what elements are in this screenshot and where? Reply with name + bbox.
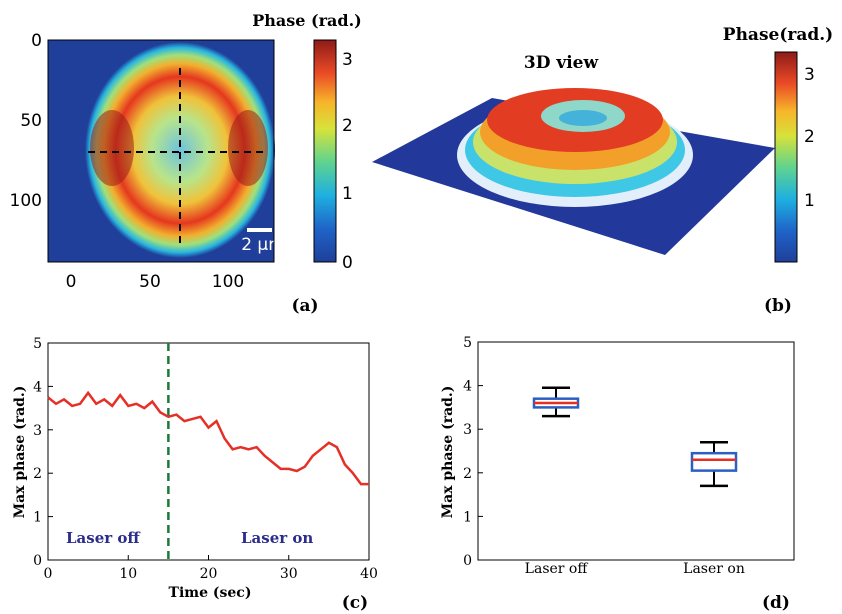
scalebar-label: 2 μm xyxy=(241,235,285,255)
c-x-tick-label: 40 xyxy=(360,566,378,582)
surface-inner-pit-center xyxy=(559,110,607,126)
c-x-tick-label: 0 xyxy=(44,566,53,582)
a-cbar-tick-1: 1 xyxy=(342,184,353,204)
a-cbar-tick-3: 3 xyxy=(342,50,353,70)
b-colorbar-title: Phase(rad.) xyxy=(723,25,833,45)
panel-a: 2 μm 0 50 100 0 50 100 Phase (rad.) 3 2 … xyxy=(10,11,362,316)
a-cbar-tick-2: 2 xyxy=(342,116,353,136)
b-cbar-tick-2: 2 xyxy=(804,127,815,147)
c-y-tick-label: 4 xyxy=(33,379,42,395)
c-y-tick-label: 0 xyxy=(33,553,42,569)
panel-c-label: (c) xyxy=(342,593,368,613)
panel-c: Max phase (rad.) Time (sec) Laser off La… xyxy=(12,336,378,613)
panel-d: Max phase (rad.) Laser off Laser on (d) … xyxy=(440,335,795,613)
b-cbar-tick-3: 3 xyxy=(804,65,815,85)
c-y-tick-label: 5 xyxy=(33,336,42,352)
annotation-laser-on: Laser on xyxy=(241,529,313,547)
b-cbar-tick-1: 1 xyxy=(804,191,815,211)
c-x-tick-label: 30 xyxy=(280,566,298,582)
d-y-tick-label: 1 xyxy=(463,509,472,525)
max-phase-trace xyxy=(47,390,369,486)
annotation-laser-off: Laser off xyxy=(66,529,141,547)
a-y-tick-0: 0 xyxy=(31,31,42,51)
panel-a-frame xyxy=(47,39,275,263)
c-x-label: Time (sec) xyxy=(169,585,252,601)
a-colorbar-title: Phase (rad.) xyxy=(252,11,361,30)
a-x-tick-100: 100 xyxy=(212,272,244,292)
d-y-tick-label: 4 xyxy=(463,379,472,395)
d-y-tick-label: 0 xyxy=(463,553,472,569)
panel-b: 3D view Phase(rad.) 3 2 1 (b) xyxy=(372,25,833,316)
d-category-laser-on: Laser on xyxy=(683,561,745,577)
c-x-tick-label: 10 xyxy=(119,566,137,582)
a-x-tick-50: 50 xyxy=(139,272,161,292)
panel-b-title: 3D view xyxy=(524,53,599,73)
d-y-tick-label: 2 xyxy=(463,466,472,482)
phase-map-hot-left xyxy=(90,110,134,186)
d-category-laser-off: Laser off xyxy=(525,561,589,577)
phase-map-hot-right xyxy=(228,110,268,186)
panel-d-frame xyxy=(477,341,795,561)
d-y-tick-label: 5 xyxy=(463,335,472,351)
c-x-tick-label: 20 xyxy=(200,566,218,582)
panel-a-label: (a) xyxy=(291,296,318,316)
a-colorbar xyxy=(313,39,337,263)
d-y-label: Max phase (rad.) xyxy=(440,386,456,519)
a-y-tick-50: 50 xyxy=(20,111,42,131)
phase-map-ring xyxy=(85,42,275,258)
a-y-tick-100: 100 xyxy=(10,191,42,211)
b-colorbar xyxy=(774,51,798,263)
c-y-tick-label: 1 xyxy=(33,510,42,526)
d-y-tick-label: 3 xyxy=(463,422,472,438)
panel-c-frame xyxy=(47,342,370,561)
panel-b-label: (b) xyxy=(764,296,792,316)
panel-d-label: (d) xyxy=(762,593,790,613)
c-y-label: Max phase (rad.) xyxy=(12,386,28,519)
a-x-tick-0: 0 xyxy=(66,272,77,292)
c-y-tick-label: 3 xyxy=(33,423,42,439)
a-cbar-tick-0: 0 xyxy=(342,253,353,273)
c-y-tick-label: 2 xyxy=(33,466,42,482)
box-iqr xyxy=(690,451,738,472)
